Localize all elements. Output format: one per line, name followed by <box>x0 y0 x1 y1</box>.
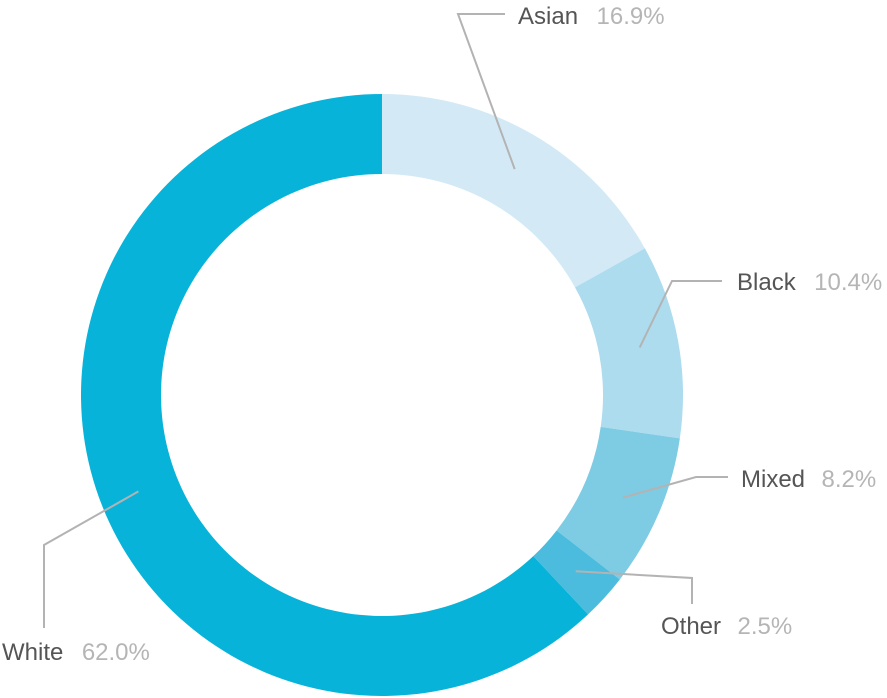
slice-value-asian: 16.9% <box>597 3 665 30</box>
slice-white <box>80 94 589 696</box>
slice-asian <box>382 94 645 288</box>
leader-line-mixed <box>622 476 728 499</box>
slice-label-mixed: Mixed 8.2% <box>741 466 876 493</box>
slice-value-mixed: 8.2% <box>821 466 876 493</box>
leader-line-asian <box>456 13 516 170</box>
leader-line-white <box>43 490 139 628</box>
slice-value-other: 2.5% <box>737 613 792 640</box>
slice-label-other: Other 2.5% <box>661 613 792 640</box>
slice-label-black: Black 10.4% <box>737 269 882 296</box>
slice-name-mixed: Mixed <box>741 466 805 493</box>
slice-name-white: White <box>2 639 63 666</box>
slice-label-asian: Asian 16.9% <box>518 3 665 30</box>
leader-line-other <box>575 570 693 604</box>
leader-lines <box>43 13 728 628</box>
slice-value-black: 10.4% <box>814 269 882 296</box>
slice-black <box>574 248 683 439</box>
slice-value-white: 62.0% <box>82 639 150 666</box>
slice-name-black: Black <box>737 269 797 296</box>
slice-name-asian: Asian <box>518 3 578 30</box>
donut-slices <box>80 94 683 696</box>
slice-mixed <box>556 426 680 580</box>
slice-other <box>533 530 620 615</box>
slice-label-white: White 62.0% <box>2 639 150 666</box>
leader-line-black <box>638 280 722 348</box>
slice-name-other: Other <box>661 613 721 640</box>
